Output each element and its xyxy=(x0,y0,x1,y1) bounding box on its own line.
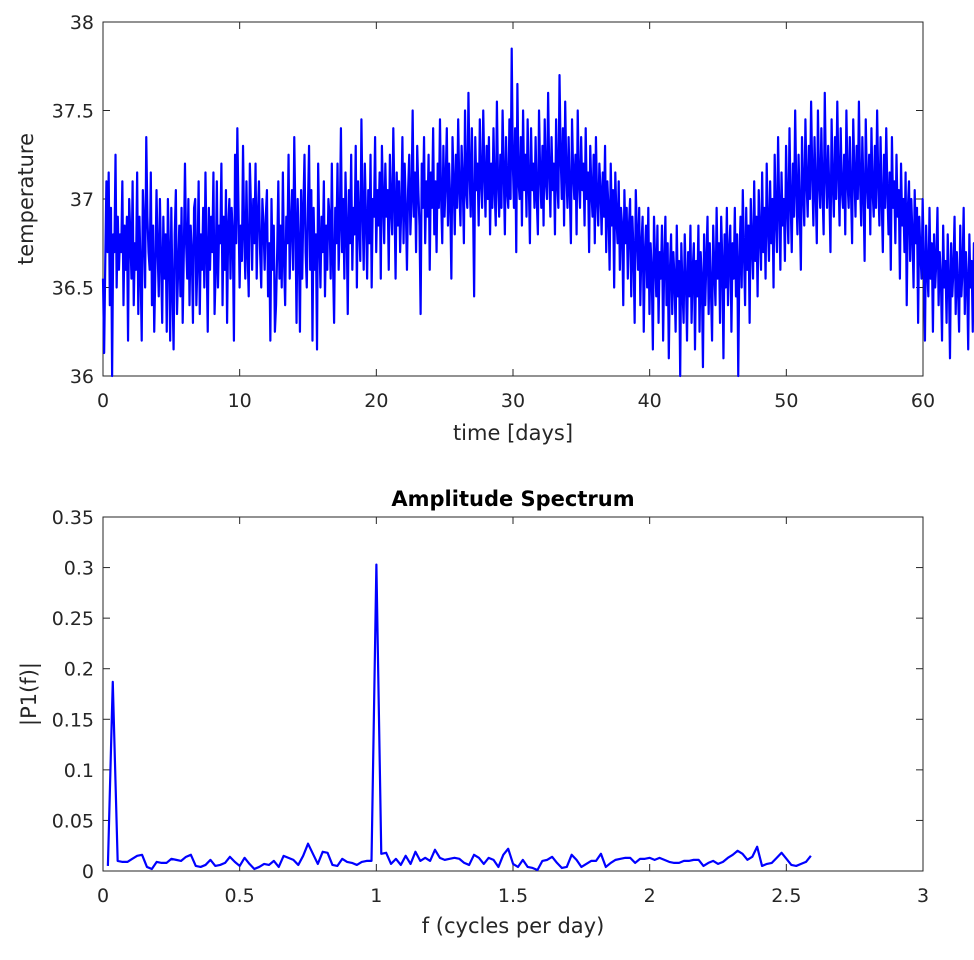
spectrum-y-tick-label: 0.25 xyxy=(52,608,94,630)
spectrum-x-tick-label: 1 xyxy=(370,885,382,907)
spectrum-x-axis-label: f (cycles per day) xyxy=(422,914,605,938)
spectrum-y-tick-label: 0.05 xyxy=(52,810,94,832)
temperature-chart: 0 10 20 30 40 50 60 36 36.5 37 37.5 38 time [days]… xyxy=(14,12,974,445)
temperature-x-axis-label: time [days] xyxy=(453,421,573,445)
spectrum-y-tick-label: 0.2 xyxy=(64,659,94,681)
spectrum-x-tick-label: 0.5 xyxy=(225,885,255,907)
temperature-x-tick-label: 0 xyxy=(97,390,109,412)
amplitude-spectrum-chart: Amplitude Spectrum 0 0.5 1 1.5 2 2.5 3 0 0.05 0.… xyxy=(17,487,929,938)
temperature-y-axis-label: temperature xyxy=(14,133,38,265)
temperature-y-tick-label: 37 xyxy=(70,189,94,211)
spectrum-x-tick-label: 0 xyxy=(97,885,109,907)
spectrum-y-tick-label: 0.1 xyxy=(64,760,94,782)
spectrum-series-line xyxy=(106,563,812,872)
spectrum-y-axis-label: |P1(f)| xyxy=(17,662,42,726)
temperature-y-tick-label: 38 xyxy=(70,12,94,34)
temperature-y-tick-label: 37.5 xyxy=(52,101,94,123)
spectrum-y-tick-label: 0.35 xyxy=(52,507,94,529)
spectrum-y-ticks: 0 0.05 0.1 0.15 0.2 0.25 0.3 0.35 xyxy=(52,507,923,883)
spectrum-y-tick-label: 0 xyxy=(82,861,94,883)
spectrum-x-tick-label: 1.5 xyxy=(498,885,528,907)
temperature-x-tick-label: 20 xyxy=(364,390,388,412)
spectrum-x-tick-label: 2 xyxy=(644,885,656,907)
temperature-x-ticks: 0 10 20 30 40 50 60 xyxy=(97,22,935,412)
temperature-series-line xyxy=(101,47,974,378)
temperature-x-tick-label: 10 xyxy=(228,390,252,412)
spectrum-y-tick-label: 0.15 xyxy=(52,709,94,731)
temperature-x-tick-label: 40 xyxy=(638,390,662,412)
spectrum-axes-frame xyxy=(102,516,924,872)
temperature-x-tick-label: 50 xyxy=(774,390,798,412)
temperature-y-tick-label: 36.5 xyxy=(52,278,94,300)
temperature-x-tick-label: 60 xyxy=(911,390,935,412)
temperature-y-ticks: 36 36.5 37 37.5 38 xyxy=(52,12,923,388)
spectrum-x-tick-label: 2.5 xyxy=(771,885,801,907)
spectrum-x-ticks: 0 0.5 1 1.5 2 2.5 3 xyxy=(97,517,929,907)
temperature-y-tick-label: 36 xyxy=(70,366,94,388)
spectrum-x-tick-label: 3 xyxy=(917,885,929,907)
spectrum-y-tick-label: 0.3 xyxy=(64,558,94,580)
amplitude-spectrum-title: Amplitude Spectrum xyxy=(391,487,634,511)
temperature-x-tick-label: 30 xyxy=(501,390,525,412)
